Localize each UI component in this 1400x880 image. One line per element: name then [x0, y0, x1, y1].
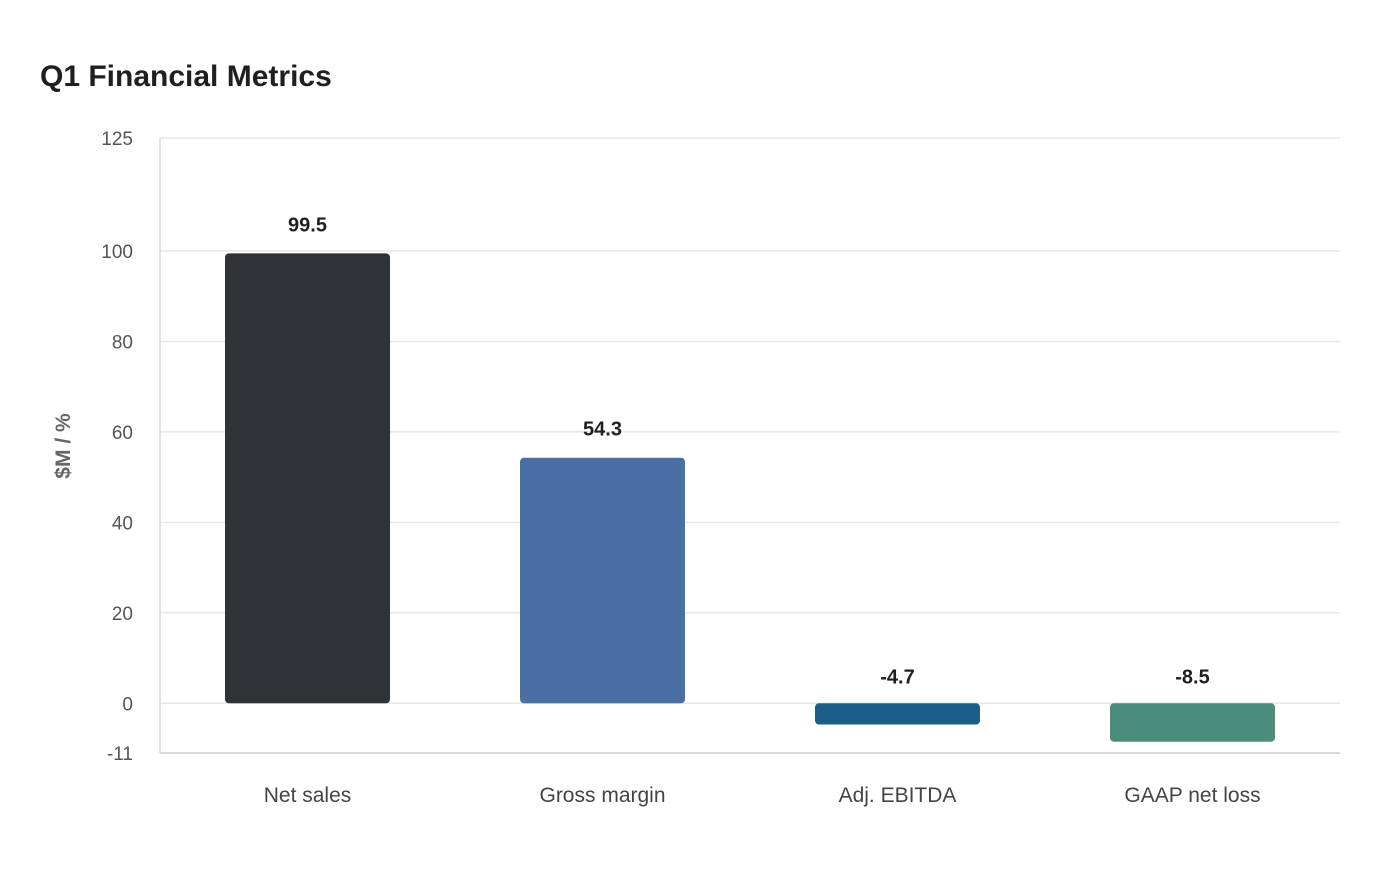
y-tick-label: 0 [122, 694, 133, 715]
bar-net-sales [225, 253, 390, 704]
x-tick-label: Adj. EBITDA [839, 784, 957, 807]
y-tick-label: 60 [112, 423, 133, 444]
x-tick-label: GAAP net loss [1124, 784, 1260, 807]
x-tick-label: Gross margin [539, 784, 665, 807]
data-label: 54.3 [583, 419, 622, 441]
chart-title: Q1 Financial Metrics [40, 60, 332, 93]
bar-gaap-net-loss [1110, 703, 1275, 742]
y-tick-label: -11 [107, 744, 133, 765]
labels: -11 0 20 40 60 80 100 125 $M / % 99.5 Net sales 54.… [52, 129, 1261, 807]
y-tick-label: 20 [112, 604, 133, 625]
y-tick-label: 40 [112, 513, 133, 534]
data-label: -4.7 [880, 666, 914, 688]
bar-gross-margin [520, 457, 685, 704]
y-tick-label: 80 [112, 332, 133, 353]
y-tick-label: 125 [101, 129, 133, 150]
bars [225, 253, 1275, 742]
axes [159, 138, 1340, 754]
bar-adj-ebitda [815, 703, 980, 725]
y-axis-title: $M / % [52, 413, 75, 479]
data-label: -8.5 [1175, 666, 1209, 688]
x-tick-label: Net sales [264, 784, 352, 807]
data-label: 99.5 [288, 214, 327, 236]
y-tick-label: 100 [101, 242, 133, 263]
